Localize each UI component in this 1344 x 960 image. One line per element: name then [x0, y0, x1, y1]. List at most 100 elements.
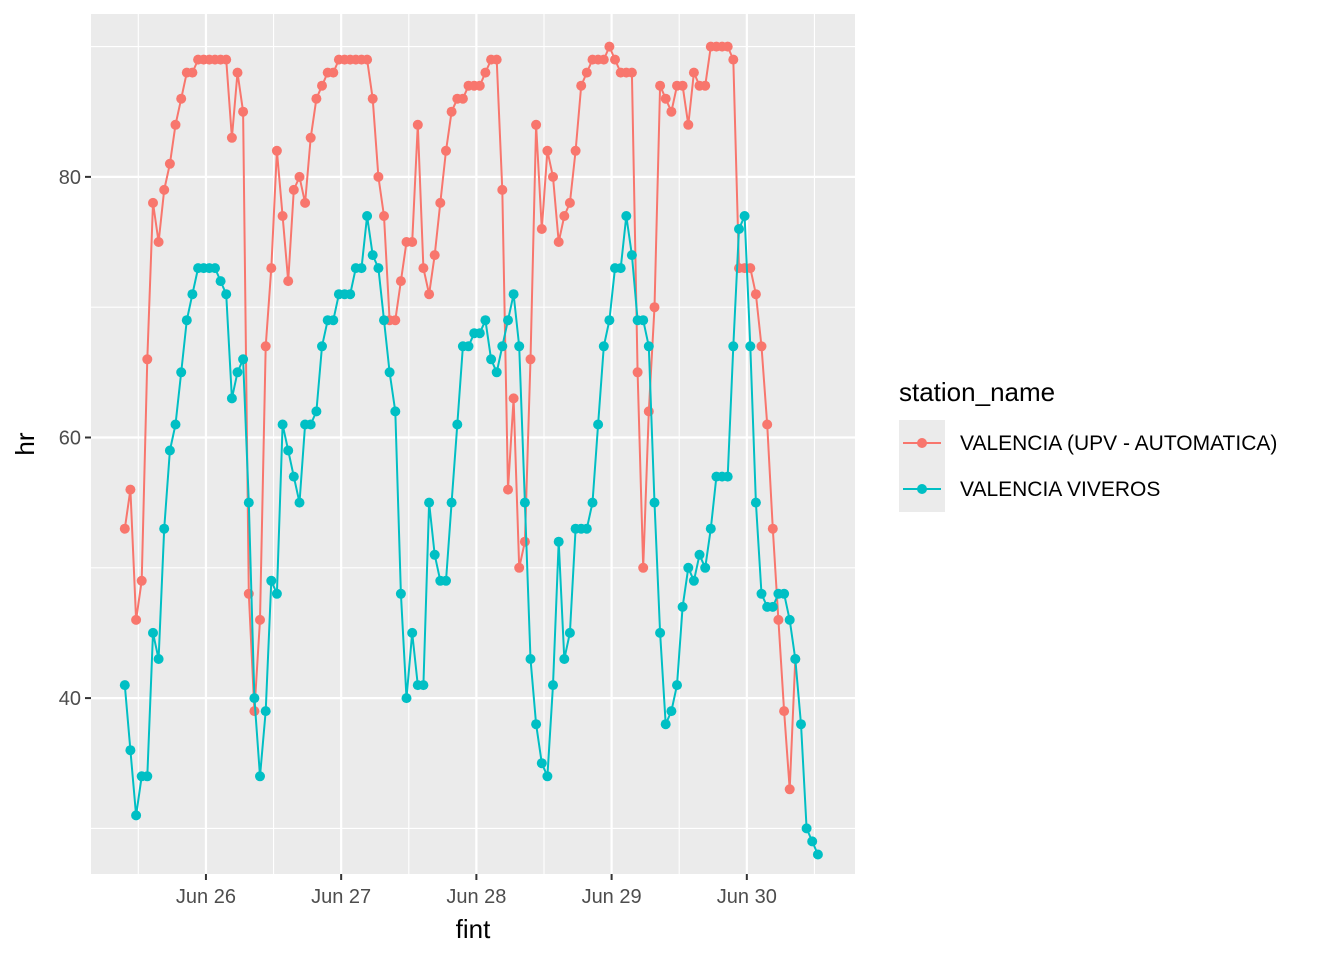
data-point: [288, 471, 299, 482]
data-point: [570, 145, 581, 156]
data-point: [722, 41, 733, 52]
data-point: [345, 289, 356, 300]
legend-label: VALENCIA (UPV - AUTOMATICA): [960, 432, 1277, 455]
data-point: [536, 758, 547, 769]
data-point: [762, 419, 773, 430]
data-point: [429, 549, 440, 560]
data-point: [705, 523, 716, 534]
data-point: [750, 289, 761, 300]
data-point: [277, 419, 288, 430]
data-point: [581, 523, 592, 534]
data-point: [390, 315, 401, 326]
data-point: [559, 211, 570, 221]
data-point: [255, 771, 265, 782]
data-point: [266, 575, 277, 586]
y-axis-title: hr: [10, 432, 40, 455]
data-point: [271, 145, 282, 156]
data-point: [317, 341, 327, 352]
data-point: [176, 367, 187, 378]
x-tick-label: Jun 30: [717, 886, 777, 908]
data-point: [694, 549, 705, 560]
data-point: [362, 211, 373, 221]
data-point: [170, 119, 181, 130]
data-point: [170, 419, 181, 430]
data-point: [660, 93, 671, 104]
data-point: [395, 588, 406, 599]
data-point: [474, 328, 485, 339]
data-point: [548, 680, 558, 691]
data-point: [745, 341, 756, 352]
data-point: [305, 419, 316, 430]
data-point: [688, 575, 699, 586]
x-axis-title: fint: [456, 914, 491, 944]
data-point: [655, 627, 666, 638]
data-point: [598, 341, 609, 352]
data-point: [283, 445, 294, 456]
data-point: [249, 693, 260, 704]
data-point: [581, 67, 592, 78]
data-point: [728, 341, 739, 352]
data-point: [463, 341, 474, 352]
data-point: [119, 523, 130, 534]
data-point: [412, 119, 423, 130]
data-point: [688, 67, 699, 78]
data-point: [142, 771, 153, 782]
data-point: [604, 41, 615, 52]
major-gridlines: [91, 14, 855, 874]
y-tick-label: 40: [59, 688, 81, 710]
data-point: [356, 263, 367, 274]
data-point: [576, 80, 587, 91]
data-point: [756, 588, 767, 599]
data-point: [159, 523, 170, 534]
series-layer: [119, 41, 823, 860]
data-point: [294, 171, 305, 182]
data-point: [221, 54, 232, 65]
data-point: [457, 93, 468, 104]
x-tick-label: Jun 29: [582, 886, 642, 908]
data-point: [367, 93, 378, 104]
data-point: [700, 80, 711, 91]
data-point: [593, 419, 604, 430]
data-point: [210, 263, 220, 274]
data-point: [441, 145, 451, 156]
data-point: [221, 289, 232, 300]
data-point: [407, 627, 418, 638]
legend-label: VALENCIA VIVEROS: [960, 478, 1160, 501]
data-point: [300, 197, 311, 208]
data-point: [525, 354, 536, 365]
x-tick-label: Jun 27: [311, 886, 371, 908]
data-point: [779, 706, 790, 717]
data-point: [497, 184, 508, 195]
data-point: [187, 67, 198, 78]
data-point: [638, 315, 649, 326]
data-point: [486, 354, 497, 365]
data-point: [283, 276, 294, 287]
data-point: [446, 497, 457, 508]
data-point: [362, 54, 373, 65]
data-point: [159, 184, 170, 195]
data-point: [379, 315, 389, 326]
data-point: [153, 654, 164, 664]
data-point: [587, 497, 598, 508]
data-point: [683, 119, 694, 130]
data-point: [604, 315, 615, 326]
data-point: [767, 601, 778, 612]
data-point: [418, 263, 429, 274]
data-point: [773, 614, 784, 625]
data-point: [238, 106, 249, 117]
data-point: [260, 341, 271, 352]
data-point: [153, 237, 164, 247]
data-point: [649, 497, 660, 508]
data-point: [288, 184, 299, 195]
data-point: [643, 341, 654, 352]
data-point: [328, 67, 339, 78]
data-point: [790, 654, 801, 664]
data-point: [626, 250, 637, 261]
data-point: [232, 367, 243, 378]
data-point: [243, 497, 254, 508]
data-point: [232, 67, 243, 78]
data-point: [148, 627, 158, 638]
data-point: [328, 315, 339, 326]
data-point: [255, 614, 265, 625]
